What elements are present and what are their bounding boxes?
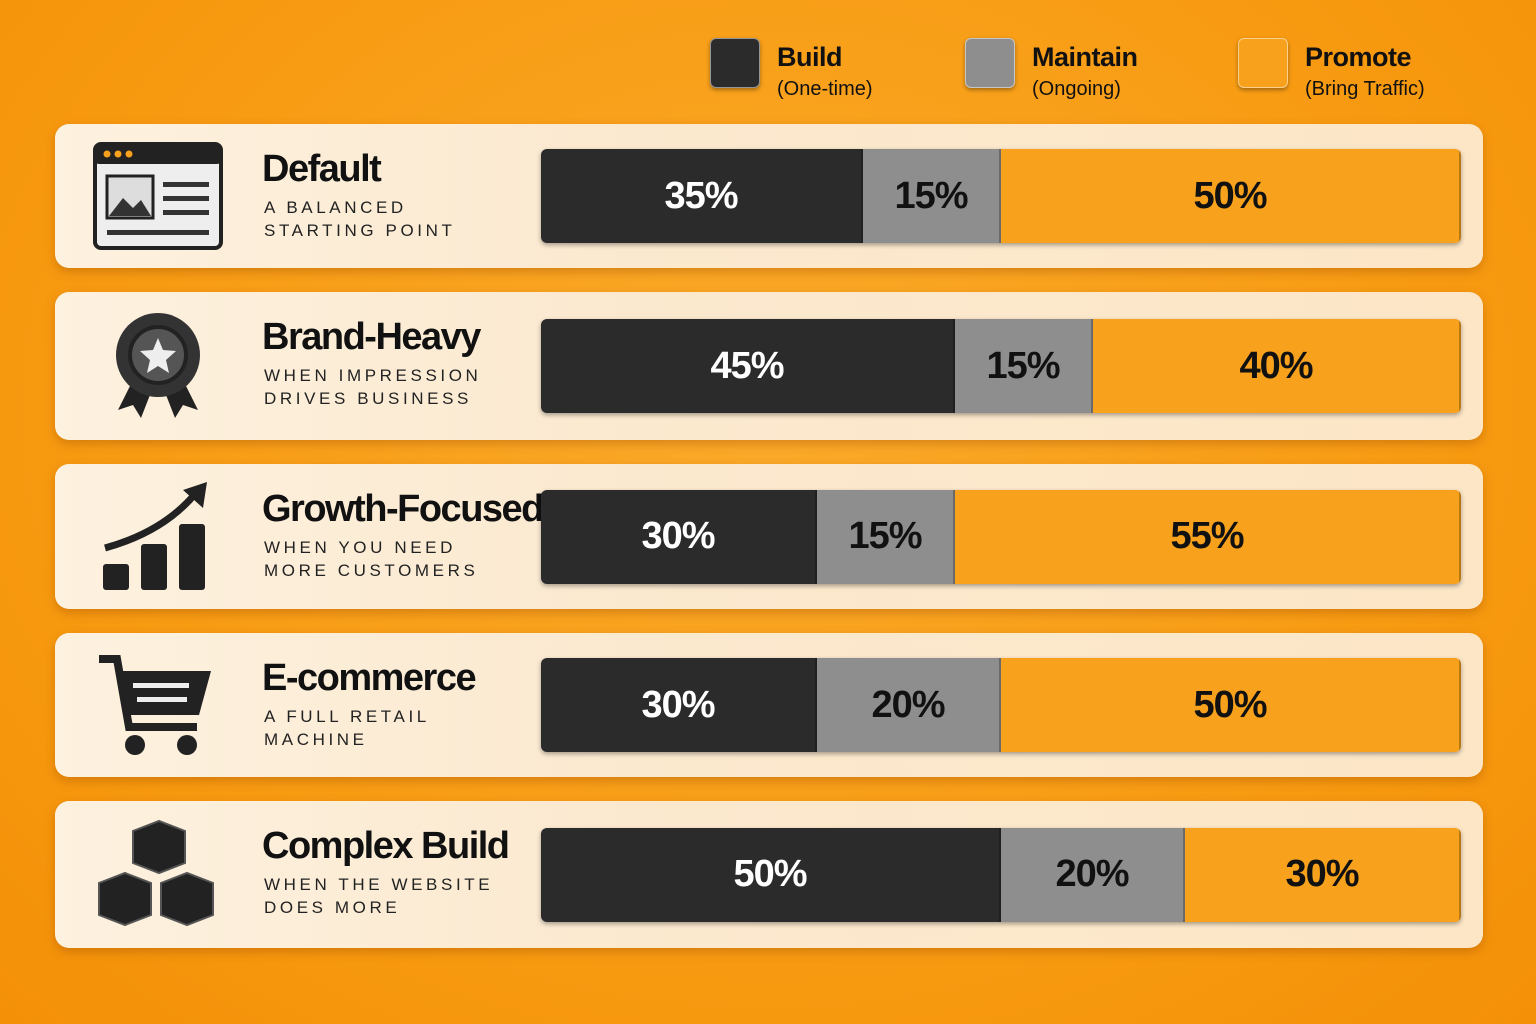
legend-name: Build bbox=[777, 42, 843, 72]
category-description: WHEN THE WEBSITE DOES MORE bbox=[264, 875, 494, 917]
value-label: 50% bbox=[1193, 174, 1267, 217]
bar-segment: 20% bbox=[817, 658, 1001, 752]
row-icon bbox=[93, 482, 223, 592]
bar-segment: 35% bbox=[541, 149, 863, 243]
category-title: Brand-Heavy bbox=[262, 316, 481, 358]
value-label: 30% bbox=[641, 515, 715, 557]
bar-segment: 50% bbox=[1001, 658, 1461, 752]
value-label: 50% bbox=[733, 853, 807, 895]
row-icon bbox=[93, 142, 223, 252]
row-card: Default A BALANCED STARTING POINT 35% 15% 50… bbox=[55, 124, 1483, 268]
category-description: A BALANCED STARTING POINT bbox=[264, 198, 456, 240]
value-label: 20% bbox=[1055, 853, 1129, 895]
stacked-bar: 35% 15% 50% bbox=[541, 149, 1461, 243]
category-title: E-commerce bbox=[262, 657, 477, 699]
row-card: Growth-Focused WHEN YOU NEED MORE CUSTOME… bbox=[55, 464, 1483, 609]
legend-description: (One-time) bbox=[777, 78, 873, 100]
bar-segment: 30% bbox=[1185, 827, 1461, 922]
category-description: WHEN IMPRESSION DRIVES BUSINESS bbox=[264, 366, 482, 408]
bar-segment: 15% bbox=[863, 149, 1001, 243]
legend-description: (Bring Traffic) bbox=[1305, 78, 1425, 100]
value-label: 45% bbox=[710, 344, 784, 387]
bar-segment: 15% bbox=[955, 319, 1093, 413]
category-title: Default bbox=[262, 148, 382, 190]
value-label: 50% bbox=[1193, 683, 1267, 726]
row-card: E-commerce A FULL RETAIL MACHINE 30% 20% 50% bbox=[55, 633, 1483, 777]
bar-segment: 30% bbox=[541, 658, 817, 752]
bar-segment: 20% bbox=[1001, 827, 1185, 922]
stacked-bar: 30% 20% 50% bbox=[541, 658, 1461, 752]
value-label: 35% bbox=[664, 174, 738, 217]
bar-segment: 30% bbox=[541, 489, 817, 584]
row-icon bbox=[93, 310, 223, 420]
bar-segment: 45% bbox=[541, 319, 955, 413]
category-title: Growth-Focused bbox=[262, 488, 544, 530]
stacked-bar: 30% 15% 55% bbox=[541, 489, 1461, 584]
row-icon bbox=[93, 819, 223, 929]
legend-swatch bbox=[965, 38, 1015, 88]
category-description: WHEN YOU NEED MORE CUSTOMERS bbox=[264, 538, 479, 580]
stacked-bar: 45% 15% 40% bbox=[541, 319, 1461, 413]
legend-name: Maintain bbox=[1032, 42, 1138, 72]
category-title: Complex Build bbox=[262, 825, 510, 867]
row-card: Complex Build WHEN THE WEBSITE DOES MORE 5… bbox=[55, 801, 1483, 948]
legend-name: Promote bbox=[1305, 42, 1412, 72]
value-label: 15% bbox=[894, 174, 968, 217]
value-label: 30% bbox=[1285, 853, 1359, 895]
bar-segment: 40% bbox=[1093, 319, 1461, 413]
legend-description: (Ongoing) bbox=[1032, 78, 1121, 100]
category-description: A FULL RETAIL MACHINE bbox=[264, 707, 430, 749]
bar-segment: 50% bbox=[1001, 149, 1461, 243]
value-label: 30% bbox=[641, 683, 715, 726]
row-icon bbox=[93, 651, 223, 761]
legend-swatch bbox=[1238, 38, 1288, 88]
stacked-bar: 50% 20% 30% bbox=[541, 827, 1461, 922]
row-card: Brand-Heavy WHEN IMPRESSION DRIVES BUSINE… bbox=[55, 292, 1483, 440]
value-label: 55% bbox=[1170, 515, 1244, 557]
value-label: 15% bbox=[986, 344, 1060, 387]
bar-segment: 15% bbox=[817, 489, 955, 584]
bar-segment: 55% bbox=[955, 489, 1461, 584]
value-label: 15% bbox=[848, 515, 922, 557]
bar-segment: 50% bbox=[541, 827, 1001, 922]
value-label: 20% bbox=[871, 683, 945, 726]
legend-swatch bbox=[710, 38, 760, 88]
value-label: 40% bbox=[1239, 344, 1313, 387]
